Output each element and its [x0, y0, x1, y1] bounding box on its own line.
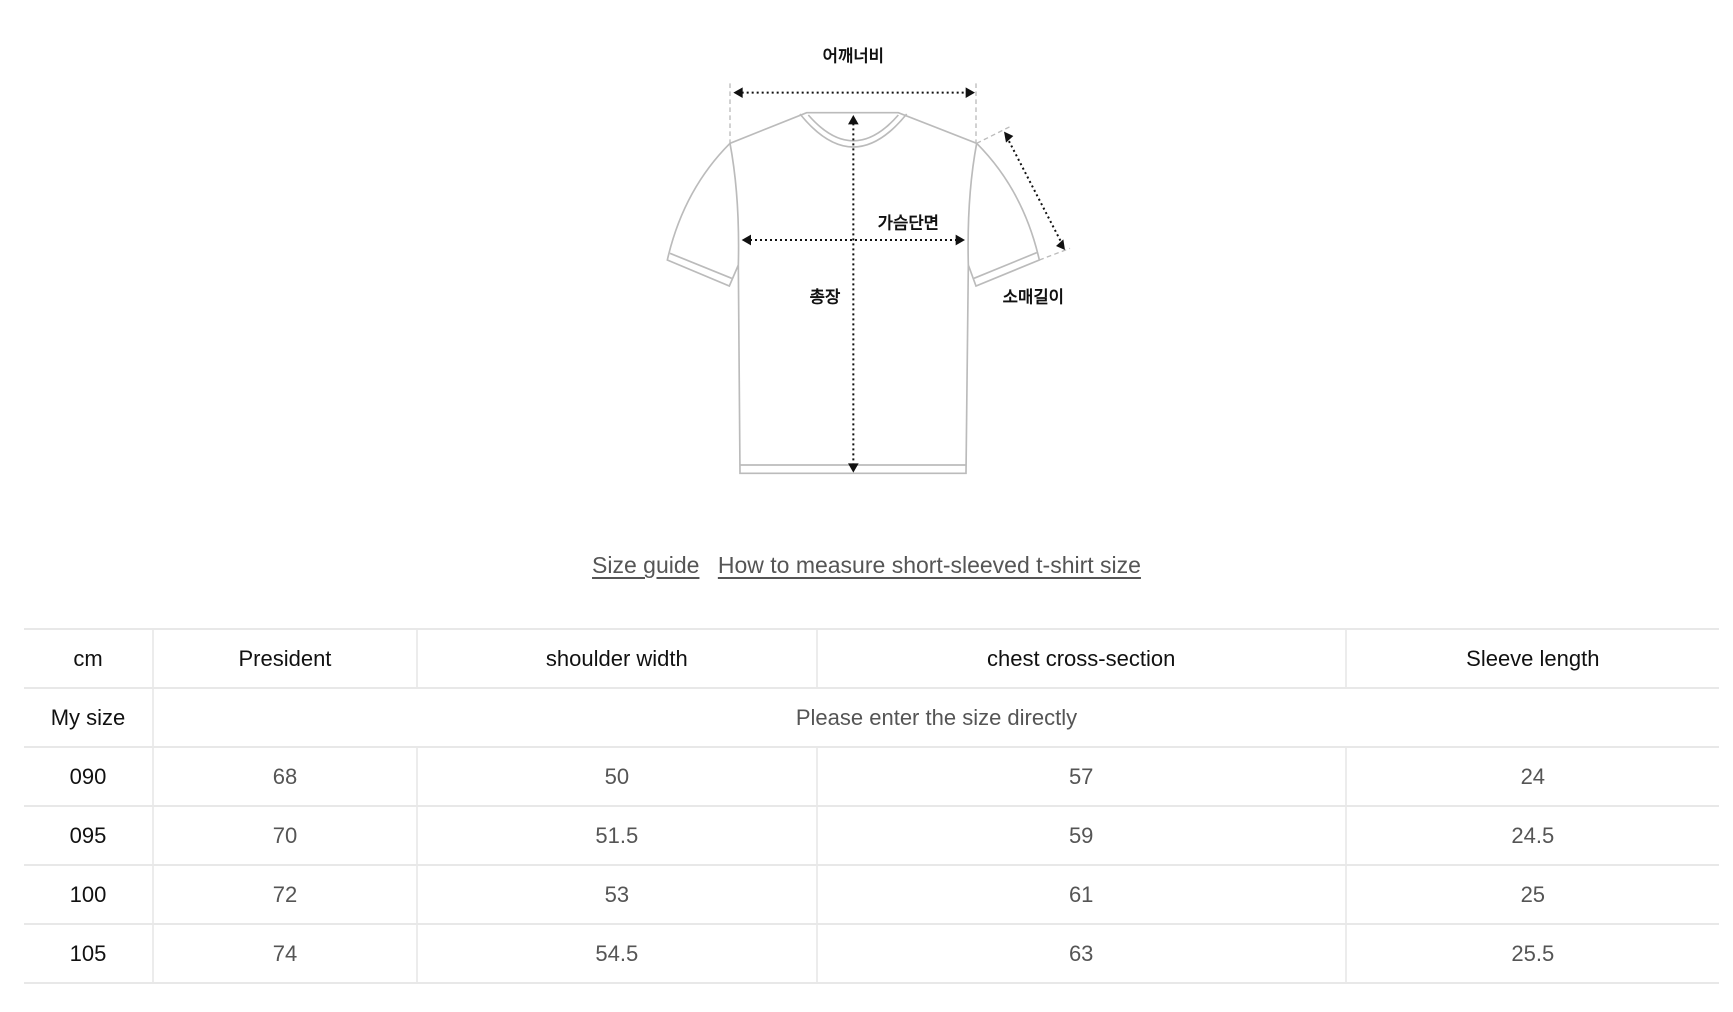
- size-value: 61: [815, 864, 1346, 925]
- size-value: 50: [415, 746, 817, 807]
- size-label: 095: [24, 805, 153, 866]
- my-size-label: My size: [24, 687, 153, 748]
- table-row: 090 68 50 57 24: [24, 746, 1719, 807]
- size-value: 25.5: [1344, 923, 1719, 984]
- table-header-row: cm President shoulder width chest cross-…: [24, 628, 1719, 689]
- header-sleeve-length: Sleeve length: [1344, 628, 1719, 689]
- tshirt-size-diagram: 어깨너비 가슴단면 총장 소매길이: [666, 47, 1071, 475]
- size-label: 105: [24, 923, 153, 984]
- size-value: 25: [1344, 864, 1719, 925]
- size-value: 54.5: [415, 923, 817, 984]
- sleeve-length-label: 소매길이: [1003, 288, 1064, 307]
- size-value: 24.5: [1344, 805, 1719, 866]
- guide-lines: [729, 83, 1071, 261]
- header-unit: cm: [24, 628, 153, 689]
- length-label: 총장: [810, 288, 841, 307]
- guide-links: Size guide How to measure short-sleeved …: [0, 552, 1733, 579]
- size-value: 57: [815, 746, 1346, 807]
- size-value: 24: [1344, 746, 1719, 807]
- table-row: 095 70 51.5 59 24.5: [24, 805, 1719, 866]
- size-table: cm President shoulder width chest cross-…: [24, 628, 1719, 984]
- size-value: 53: [415, 864, 817, 925]
- shoulder-width-label: 어깨너비: [823, 47, 884, 66]
- measure-arrows: [737, 93, 1064, 469]
- size-value: 63: [815, 923, 1346, 984]
- size-value: 68: [152, 746, 417, 807]
- size-guide-link[interactable]: Size guide: [592, 552, 700, 578]
- header-total-length: President: [152, 628, 417, 689]
- size-value: 72: [152, 864, 417, 925]
- size-label: 090: [24, 746, 153, 807]
- sleeve-arrow: [1005, 137, 1064, 245]
- size-value: 59: [815, 805, 1346, 866]
- table-row: 100 72 53 61 25: [24, 864, 1719, 925]
- header-shoulder-width: shoulder width: [415, 628, 817, 689]
- chest-label: 가슴단면: [878, 213, 939, 232]
- how-to-measure-link[interactable]: How to measure short-sleeved t-shirt siz…: [717, 552, 1141, 578]
- my-size-input[interactable]: Please enter the size directly: [152, 687, 1719, 748]
- size-value: 74: [152, 923, 417, 984]
- size-label: 100: [24, 864, 153, 925]
- header-chest: chest cross-section: [815, 628, 1346, 689]
- size-value: 70: [152, 805, 417, 866]
- size-value: 51.5: [415, 805, 817, 866]
- table-row: 105 74 54.5 63 25.5: [24, 923, 1719, 984]
- my-size-row[interactable]: My size Please enter the size directly: [24, 687, 1719, 748]
